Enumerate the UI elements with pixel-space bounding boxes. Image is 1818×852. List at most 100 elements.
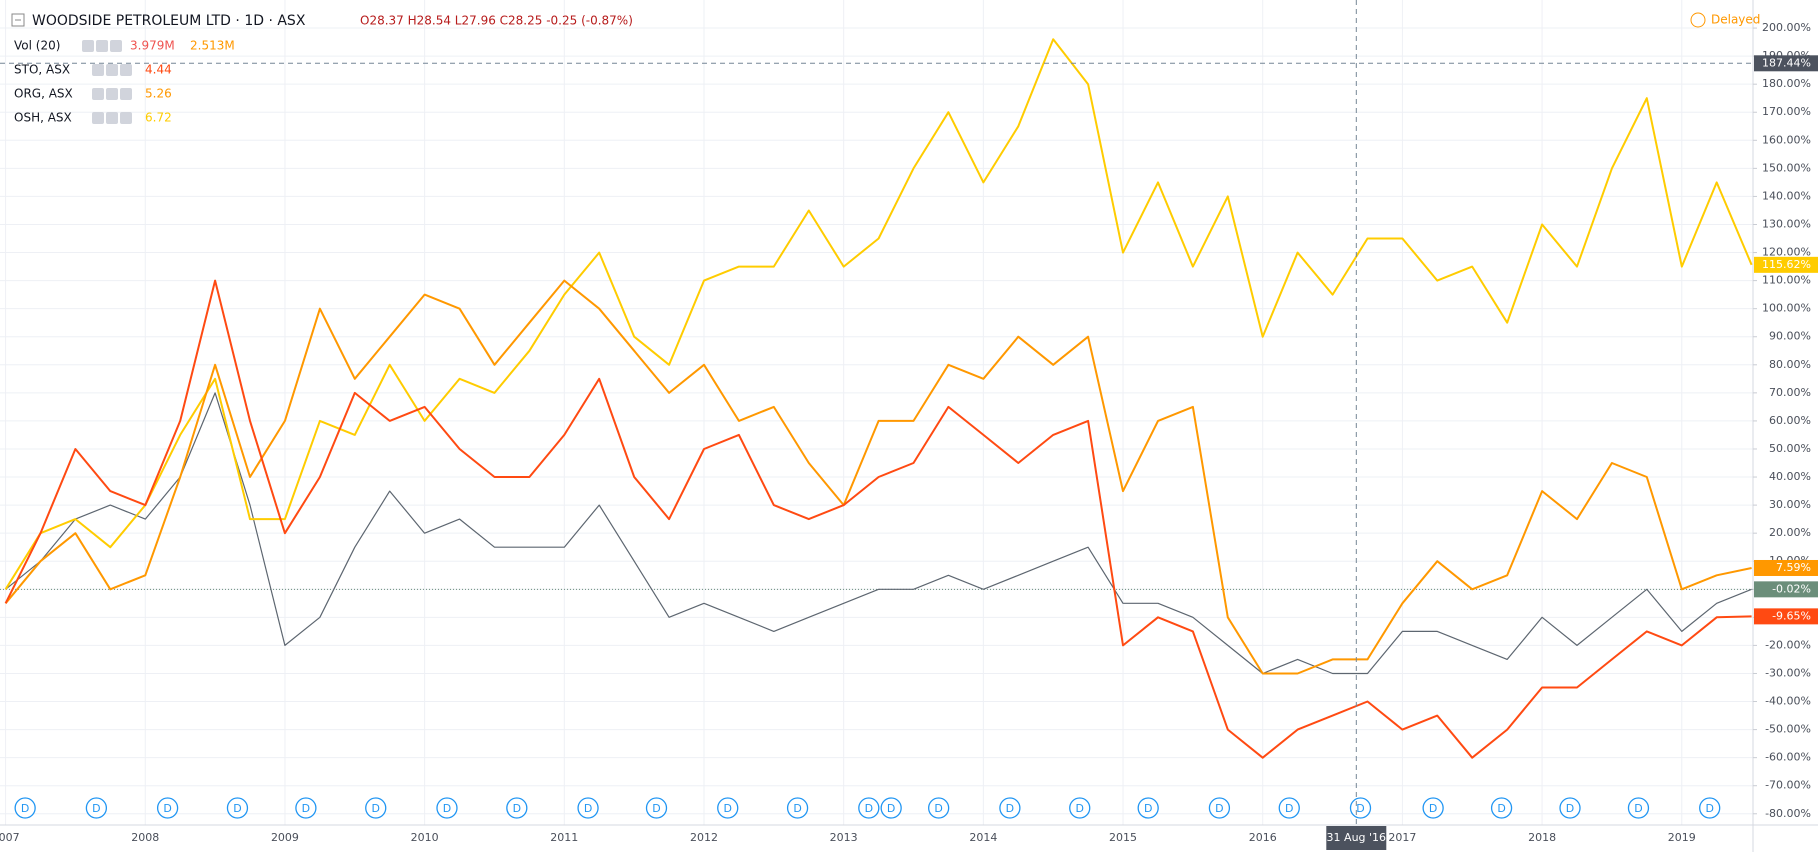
legend-price: 4.44	[145, 63, 172, 77]
legend-icon[interactable]	[106, 88, 118, 100]
last-value-label: 7.59%	[1776, 561, 1811, 574]
dividend-label: D	[372, 802, 380, 815]
legend-icon[interactable]	[92, 64, 104, 76]
legend-name[interactable]: ORG, ASX	[14, 87, 73, 101]
dividend-marker[interactable]	[1208, 797, 1231, 819]
dividend-marker[interactable]	[365, 797, 387, 819]
legend-icon[interactable]	[92, 88, 104, 100]
legend-icon[interactable]	[106, 64, 118, 76]
y-tick-label: 100.00%	[1762, 302, 1811, 315]
dividend-marker[interactable]	[85, 797, 108, 819]
legend-icon[interactable]	[110, 40, 122, 52]
dividend-label: D	[934, 802, 942, 815]
y-tick-label: 180.00%	[1762, 77, 1811, 90]
dividend-marker[interactable]	[858, 797, 880, 819]
dividend-label: D	[233, 802, 241, 815]
legend-price: 6.72	[145, 111, 172, 125]
dividend-label: D	[1705, 802, 1713, 815]
symbol-title[interactable]: WOODSIDE PETROLEUM LTD · 1D · ASX	[32, 13, 306, 29]
legend-icon[interactable]	[106, 112, 118, 124]
legend-icon[interactable]	[96, 40, 108, 52]
dividend-marker[interactable]	[1069, 797, 1091, 819]
dividend-marker[interactable]	[295, 797, 317, 819]
dividend-label: D	[21, 802, 29, 815]
x-tick-label: 2007	[0, 831, 20, 844]
dividend-marker[interactable]	[1137, 797, 1159, 819]
legend-name[interactable]: OSH, ASX	[14, 111, 72, 125]
x-tick-label: 2016	[1249, 831, 1277, 844]
y-tick-label: 150.00%	[1762, 161, 1811, 174]
dividend-label: D	[865, 802, 873, 815]
time-axis-panel	[0, 825, 1753, 852]
dividend-marker[interactable]	[1627, 797, 1650, 819]
last-value-box	[1754, 256, 1818, 273]
x-tick-label: 2017	[1388, 831, 1416, 844]
volume-name[interactable]: Vol (20)	[14, 39, 60, 53]
legend: Vol (20) 3.979M 2.513M STO, ASX 4.44 ORG, ASX…	[14, 39, 235, 125]
legend-icon[interactable]	[82, 40, 94, 52]
last-value-box	[1754, 581, 1818, 598]
collapse-icon[interactable]	[11, 13, 25, 27]
dividend-label: D	[887, 802, 895, 815]
dividend-marker[interactable]	[506, 797, 528, 819]
x-tick-label: 2018	[1528, 831, 1556, 844]
y-tick-label: 20.00%	[1769, 526, 1811, 539]
dividend-label: D	[92, 802, 100, 815]
series-line	[4, 279, 1752, 675]
axes: 200.00%190.00%180.00%170.00%160.00%150.0…	[0, 21, 1818, 850]
dividend-marker[interactable]	[156, 797, 179, 819]
dividend-marker[interactable]	[1422, 797, 1444, 819]
delayed-label[interactable]: Delayed	[1711, 13, 1760, 27]
crosshair-date-box	[1326, 826, 1387, 850]
dividend-label: D	[793, 802, 801, 815]
dividend-marker[interactable]	[999, 797, 1021, 819]
dividend-label: D	[584, 802, 592, 815]
crosshair-price-label: 187.44%	[1762, 56, 1811, 69]
dividend-marker[interactable]	[226, 797, 249, 819]
volume-value: 3.979M	[130, 39, 175, 53]
dividend-label: D	[1285, 802, 1293, 815]
legend-icon[interactable]	[120, 112, 132, 124]
dividend-marker[interactable]	[1349, 797, 1372, 819]
dividend-label: D	[652, 802, 660, 815]
legend-icon[interactable]	[120, 64, 132, 76]
series-line	[5, 392, 1752, 675]
y-tick-label: 200.00%	[1762, 21, 1811, 34]
dividend-marker[interactable]	[880, 797, 902, 819]
y-tick-label: 70.00%	[1769, 386, 1811, 399]
last-value-label: 115.62%	[1762, 258, 1811, 271]
legend-icon[interactable]	[120, 88, 132, 100]
x-tick-label: 2012	[690, 831, 718, 844]
dividend-label: D	[1429, 802, 1437, 815]
x-tick-label: 2010	[411, 831, 439, 844]
last-value-label: -9.65%	[1772, 609, 1811, 622]
volume-value: 2.513M	[190, 39, 235, 53]
y-tick-label: -50.00%	[1765, 723, 1811, 736]
dividend-marker[interactable]	[14, 797, 36, 819]
x-tick-label: 2011	[550, 831, 578, 844]
last-value-box	[1754, 608, 1818, 625]
legend-icon[interactable]	[92, 112, 104, 124]
dividend-label: D	[723, 802, 731, 815]
dividend-marker[interactable]	[1278, 797, 1300, 819]
crosshair-price-box	[1754, 55, 1818, 72]
crosshair-date-label: 31 Aug '16	[1327, 831, 1387, 844]
dividend-marker[interactable]	[436, 797, 458, 819]
dividend-marker[interactable]	[1559, 797, 1581, 819]
dividend-marker[interactable]	[645, 797, 668, 819]
dividend-label: D	[1356, 802, 1364, 815]
ohlc: O28.37 H28.54 L27.96 C28.25 -0.25 (-0.87…	[360, 14, 633, 28]
legend-name[interactable]: STO, ASX	[14, 63, 70, 77]
legend-price: 5.26	[145, 87, 172, 101]
dividend-marker[interactable]	[786, 797, 809, 819]
dividend-marker[interactable]	[1699, 797, 1721, 819]
y-tick-label: 170.00%	[1762, 105, 1811, 118]
y-tick-label: 160.00%	[1762, 133, 1811, 146]
dividend-marker[interactable]	[577, 797, 599, 819]
delayed-icon	[1690, 12, 1706, 28]
dividend-marker[interactable]	[717, 797, 739, 819]
dividend-marker[interactable]	[928, 797, 950, 819]
price-axis-panel	[1753, 0, 1818, 852]
dividend-marker[interactable]	[1490, 797, 1513, 819]
